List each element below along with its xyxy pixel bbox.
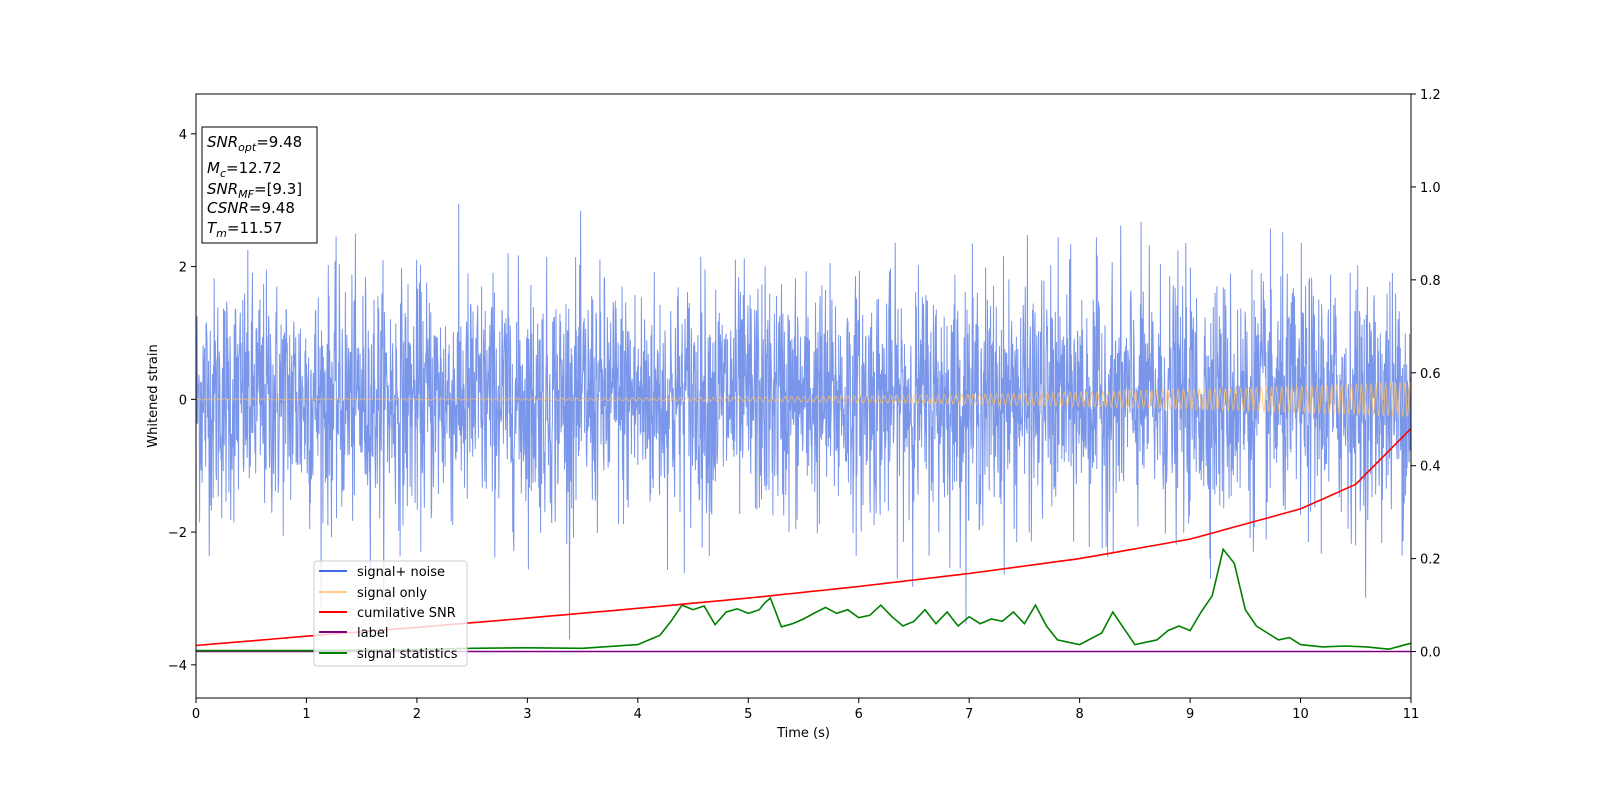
signal-only-series	[195, 381, 1412, 417]
legend-label-signal-only: signal only	[357, 586, 427, 601]
x-tick-label: 0	[192, 707, 200, 722]
y2-tick-label: 0.8	[1420, 274, 1441, 289]
y2-tick-label: 0.0	[1420, 646, 1441, 661]
info-mc: Mc=12.72	[207, 159, 282, 180]
legend-label-cumulative-snr: cumilative SNR	[357, 606, 456, 621]
x-tick-label: 3	[523, 707, 531, 722]
x-axis-label: Time (s)	[776, 726, 830, 741]
x-tick-label: 8	[1075, 707, 1083, 722]
plot-area-frame	[195, 93, 1412, 699]
x-tick-label: 7	[965, 707, 973, 722]
y-tick-label: 2	[179, 261, 187, 276]
legend-label-signal-statistics: signal statistics	[357, 647, 458, 662]
legend-frame	[313, 560, 468, 667]
axis-ticks: 0 1 2 3 4 5 6 7 8 9 10 11 −4 −2 0 2 4 0.0 0.2 0.4 0.6 0.8 1.0 1…	[168, 88, 1441, 722]
x-tick-label: 6	[855, 707, 863, 722]
legend-label-label: label	[357, 626, 388, 641]
info-box-frame	[201, 126, 318, 244]
y2-tick-label: 0.4	[1420, 460, 1441, 475]
signal-noise-series	[195, 203, 1412, 640]
legend-label-signal-noise: signal+ noise	[357, 565, 445, 580]
info-snr-opt: SNRopt=9.48	[207, 133, 302, 154]
legend: signal+ noise signal only cumilative SNR…	[313, 560, 468, 667]
x-tick-label: 10	[1292, 707, 1309, 722]
signal-noise-line	[195, 203, 1412, 640]
y2-tick-label: 1.2	[1420, 88, 1441, 103]
y-axis-label: Whitened strain	[146, 344, 161, 447]
info-box: SNRopt=9.48 Mc=12.72 SNRMF=[9.3] CSNR=9.…	[201, 126, 318, 244]
signal-statistics-line	[196, 547, 1412, 652]
y-tick-label: 4	[179, 128, 187, 143]
x-tick-label: 5	[744, 707, 752, 722]
x-tick-label: 11	[1403, 707, 1420, 722]
y2-tick-label: 0.2	[1420, 553, 1441, 568]
x-tick-label: 2	[413, 707, 421, 722]
x-tick-label: 4	[634, 707, 642, 722]
y2-tick-label: 0.6	[1420, 367, 1441, 382]
info-snr-mf: SNRMF=[9.3]	[207, 180, 302, 201]
y2-tick-label: 1.0	[1420, 181, 1441, 196]
signal-only-line	[195, 381, 1412, 417]
x-tick-label: 1	[302, 707, 310, 722]
y-tick-label: 0	[179, 393, 187, 408]
y-tick-label: −2	[168, 526, 187, 541]
info-csnr: CSNR=9.48	[207, 199, 295, 217]
x-tick-label: 9	[1186, 707, 1194, 722]
info-tm: Tm=11.57	[207, 219, 282, 240]
y-tick-label: −4	[168, 659, 187, 674]
